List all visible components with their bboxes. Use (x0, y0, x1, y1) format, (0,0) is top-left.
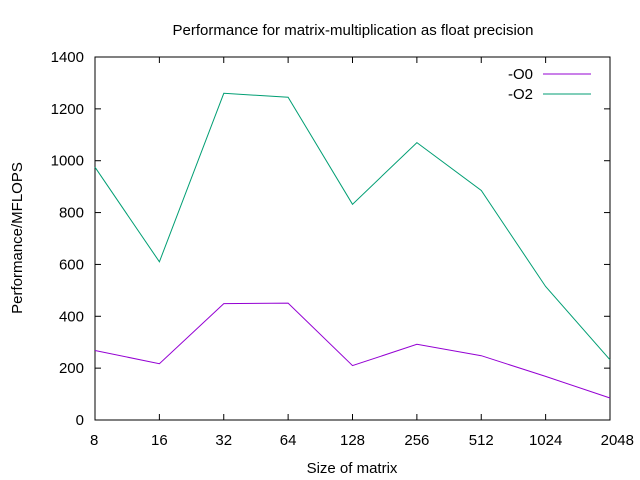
series-line-o0 (94, 302, 611, 399)
y-tick-label: 600 (59, 256, 84, 273)
x-tick-label: 256 (404, 432, 429, 449)
x-tick-label: 32 (215, 432, 232, 449)
series-layer (94, 92, 611, 399)
x-tick-label: 64 (280, 432, 297, 449)
y-tick-label: 1000 (51, 153, 84, 170)
y-tick-label: 400 (59, 308, 84, 325)
y-tick-label: 800 (59, 205, 84, 222)
x-tick-label: 1024 (529, 432, 562, 449)
series-line-o2 (94, 92, 611, 361)
x-tick-label: 128 (340, 432, 365, 449)
y-axis: 0 200 400 600 800 1000 1200 1400 (51, 49, 610, 429)
y-tick-label: 1400 (51, 49, 84, 66)
legend: -O0-O2 (508, 66, 591, 103)
x-tick-label: 16 (151, 432, 168, 449)
x-tick-label: 2048 (601, 432, 634, 449)
y-tick-label: 0 (76, 412, 84, 429)
x-tick-label: 512 (469, 432, 494, 449)
x-axis: 8 16 32 64 128 256 512 1024 2048 (90, 57, 634, 449)
legend-label: -O0 (508, 66, 533, 83)
chart-title: Performance for matrix-multiplication as… (173, 22, 534, 39)
x-tick-label: 8 (90, 432, 98, 449)
x-axis-label: Size of matrix (307, 460, 398, 477)
y-axis-label: Performance/MFLOPS (9, 162, 26, 314)
y-tick-label: 200 (59, 360, 84, 377)
legend-label: -O2 (508, 86, 533, 103)
y-tick-label: 1200 (51, 101, 84, 118)
